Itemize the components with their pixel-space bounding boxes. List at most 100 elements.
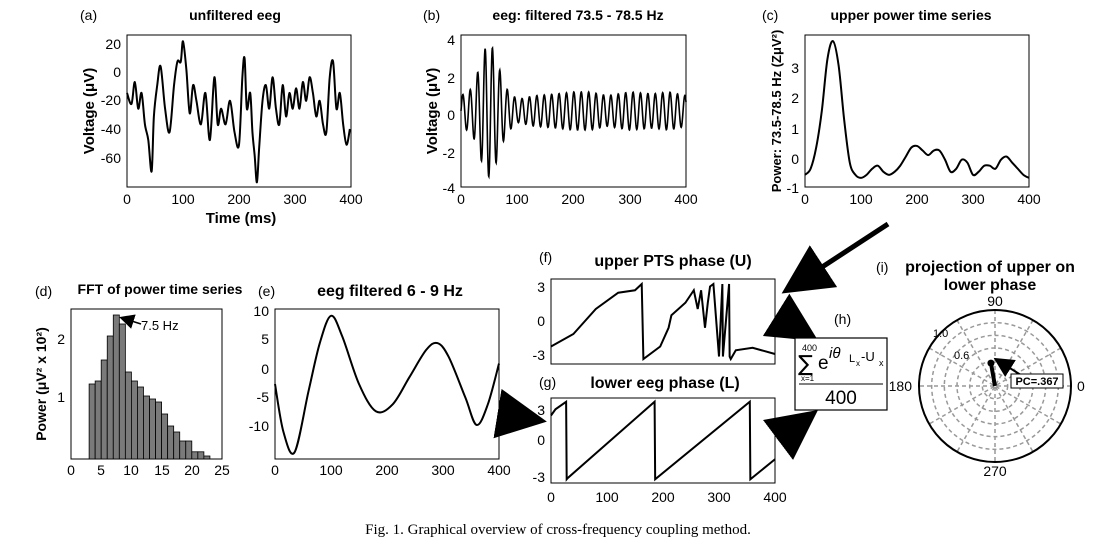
panel-c-ytick: 3	[791, 60, 799, 76]
panel-a-eeg-trace	[126, 40, 351, 184]
panel-f: (f) upper PTS phase (U) 3 0 -3	[533, 249, 776, 365]
panel-g-xtick: 300	[707, 489, 731, 505]
panel-a-ylabel: Voltage (μV)	[81, 68, 98, 154]
panel-h: (h) 400 ∑ x=1 e iθ L x -U x 400	[794, 311, 888, 411]
panel-b-ytick: 2	[447, 70, 455, 86]
panel-b-ytick: 0	[447, 107, 455, 123]
polar-annotation: PC=.367	[1015, 376, 1058, 388]
panel-b-filtered-trace	[460, 45, 687, 180]
panel-g-xtick: 0	[547, 489, 555, 505]
arrow-c-to-f	[781, 221, 890, 294]
panel-e-ytick: 5	[261, 331, 269, 347]
polar-angle-label: 90	[987, 293, 1003, 309]
panel-g-frame	[550, 397, 776, 484]
panel-d-bars	[88, 314, 211, 460]
histogram-bar	[124, 371, 132, 460]
panel-a-ytick: 20	[105, 36, 121, 52]
panel-i-title-line2: lower phase	[944, 277, 1037, 294]
panel-c-xtick: 400	[1017, 191, 1041, 207]
panel-c-ytick: 1	[791, 121, 799, 137]
panel-a-xtick: 300	[283, 191, 307, 207]
panel-b-ytick: -2	[443, 145, 456, 161]
panel-c-ytick: 2	[791, 90, 799, 106]
panel-e-xtick: 400	[487, 462, 511, 478]
polar-radius-label: 0.6	[954, 350, 969, 362]
histogram-bar	[106, 335, 114, 460]
panel-d-annotation: 7.5 Hz	[141, 318, 179, 333]
panel-c-xtick: 300	[961, 191, 985, 207]
formula-exponent: iθ	[829, 345, 840, 362]
polar-angle-label: 270	[983, 463, 1007, 479]
polar-grid-spoke	[928, 347, 1062, 425]
panel-a-ytick: -40	[101, 121, 121, 137]
panel-g: (g) lower eeg phase (L) 0 100 200 300 40…	[533, 374, 787, 505]
panel-g-xtick: 100	[595, 489, 619, 505]
polar-angle-label: 0	[1077, 378, 1085, 394]
panel-g-ytick: 3	[537, 402, 545, 418]
panel-a-xlabel: Time (ms)	[206, 210, 277, 227]
histogram-bar	[203, 455, 211, 460]
panel-h-letter: (h)	[834, 311, 851, 327]
panel-a-xtick: 400	[339, 191, 363, 207]
panel-e-title: eeg filtered 6 - 9 Hz	[317, 283, 463, 300]
panel-d-xtick: 5	[97, 462, 105, 478]
polar-radius-label: 1.0	[933, 328, 948, 340]
histogram-bar	[100, 359, 108, 460]
histogram-bar	[88, 383, 96, 460]
panel-c-frame	[804, 34, 1030, 188]
polar-annotation-box	[1010, 373, 1064, 389]
histogram-bar	[137, 386, 144, 460]
polar-outer-ring	[918, 309, 1072, 463]
panel-e-xtick: 200	[375, 462, 399, 478]
panel-d-title: FFT of power time series	[78, 281, 243, 297]
panel-f-ytick: -3	[533, 347, 546, 363]
panel-e-xtick: 0	[271, 462, 279, 478]
panel-b: (b) eeg: filtered 73.5 - 78.5 Hz Voltage…	[423, 7, 698, 207]
panel-a-ytick: -20	[101, 92, 121, 108]
panel-g-ytick: -3	[533, 469, 546, 485]
panel-g-title: lower eeg phase (L)	[590, 375, 739, 392]
panel-a-letter: (a)	[80, 7, 97, 23]
panel-d-ylabel: Power (μV² x 10²)	[33, 327, 49, 441]
panel-e-xtick: 100	[319, 462, 343, 478]
panel-d-annotation-arrow	[119, 314, 142, 329]
panel-i-title-line1: projection of upper on	[905, 259, 1075, 276]
panel-f-ytick: 3	[537, 279, 545, 295]
panel-b-xtick: 0	[457, 191, 465, 207]
panel-g-xtick: 200	[651, 489, 675, 505]
panel-d-xtick: 20	[184, 462, 200, 478]
panel-d-ytick: 2	[57, 331, 65, 347]
histogram-bar	[167, 425, 175, 460]
formula-sum-lower: x=1	[801, 374, 815, 383]
panel-g-ytick: 0	[537, 432, 545, 448]
panel-c-xtick: 0	[801, 191, 809, 207]
panel-a-title: unfiltered eeg	[189, 7, 281, 23]
panel-a-xtick: 0	[123, 191, 131, 207]
formula-exp-sub-x2: x	[879, 358, 884, 368]
panel-e-ytick: -5	[257, 389, 270, 405]
polar-mean-vector	[988, 362, 997, 387]
panel-f-letter: (f)	[539, 249, 552, 265]
histogram-bar	[197, 451, 205, 460]
panel-a: (a) unfiltered eeg Voltage (μV) Time (ms…	[80, 7, 363, 227]
formula-denominator: 400	[825, 388, 857, 409]
panel-b-ytick: -4	[443, 180, 456, 196]
panel-i-letter: (i)	[876, 259, 888, 275]
figure-caption: Fig. 1. Graphical overview of cross-freq…	[365, 522, 751, 538]
panel-c-letter: (c)	[762, 7, 778, 23]
formula-exp-minus-u: -U	[861, 349, 875, 364]
panel-e-ytick: -10	[249, 418, 269, 434]
panel-b-title: eeg: filtered 73.5 - 78.5 Hz	[492, 7, 663, 23]
histogram-bar	[94, 380, 102, 460]
panel-c-xtick: 200	[905, 191, 929, 207]
histogram-bar	[155, 401, 162, 460]
arrow-e-to-g	[493, 388, 547, 439]
panel-b-letter: (b)	[423, 7, 440, 23]
panel-d-xtick: 0	[67, 462, 75, 478]
histogram-bar	[191, 451, 199, 460]
formula-exp-sub-x: x	[856, 359, 860, 368]
panel-a-frame	[126, 34, 352, 188]
panel-a-xtick: 200	[227, 191, 251, 207]
panel-e: (e) eeg filtered 6 - 9 Hz 0 100 200 300 …	[249, 283, 511, 478]
